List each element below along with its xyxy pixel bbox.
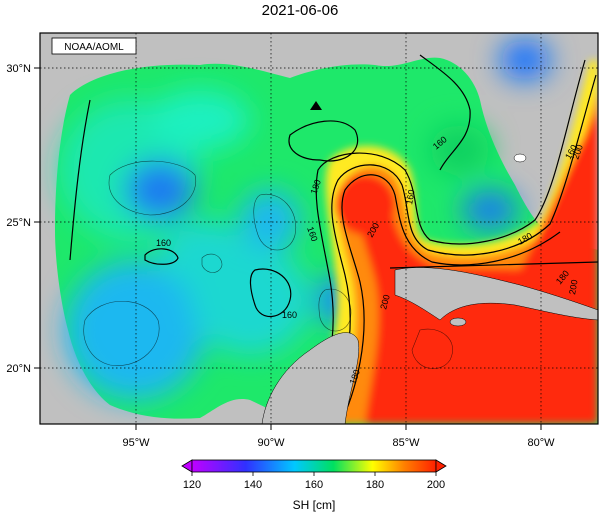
lon-label-80w: 80°W [527, 437, 555, 449]
tick-marks [34, 67, 542, 430]
credit-box [51, 37, 137, 55]
contour-label: 160 [305, 225, 320, 243]
cuba-land [394, 267, 598, 321]
graticule [40, 33, 598, 424]
map-title: 2021-06-06 [261, 2, 339, 19]
colorbar-gradient [191, 459, 437, 473]
colorbar-tick-label: 140 [244, 479, 262, 491]
lat-label-20n: 20°N [6, 363, 31, 375]
credit-text: NOAA/AOML [64, 42, 124, 53]
contour-label: 160 [282, 310, 297, 320]
colorbar: 120 140 160 180 200 SH [cm] [181, 459, 447, 512]
colorbar-tick-label: 200 [427, 479, 445, 491]
contour-label: 200 [567, 279, 579, 296]
contour-lines-minor [83, 160, 453, 369]
isle-of-youth-land [449, 317, 467, 327]
triangle-marker-icon [310, 101, 322, 110]
colorbar-tick-label: 180 [366, 479, 384, 491]
colorbar-title: SH [cm] [293, 498, 336, 512]
landmasses [261, 153, 598, 424]
yucatan-land [261, 332, 359, 424]
contour-label: 160 [404, 189, 416, 206]
contour-lines-major [69, 54, 598, 424]
colorbar-tick-label: 160 [305, 479, 323, 491]
contour-label: 160 [156, 238, 171, 248]
contour-label: 200 [570, 143, 585, 161]
map-frame [39, 32, 599, 425]
colorbar-tick-label: 120 [183, 479, 201, 491]
lon-label-90w: 90°W [257, 437, 285, 449]
lon-label-85w: 85°W [392, 437, 420, 449]
lat-label-25n: 25°N [6, 217, 31, 229]
contour-label: 180 [347, 368, 362, 386]
lat-label-30n: 30°N [6, 63, 31, 75]
colorbar-min-arrow [181, 459, 193, 473]
gulf-sea-height-field [55, 40, 598, 424]
lon-label-95w: 95°W [122, 437, 150, 449]
contour-label: 200 [378, 293, 392, 310]
lake-okeechobee [513, 153, 527, 163]
contour-label: 180 [308, 178, 323, 196]
colorbar-max-arrow [435, 459, 447, 473]
